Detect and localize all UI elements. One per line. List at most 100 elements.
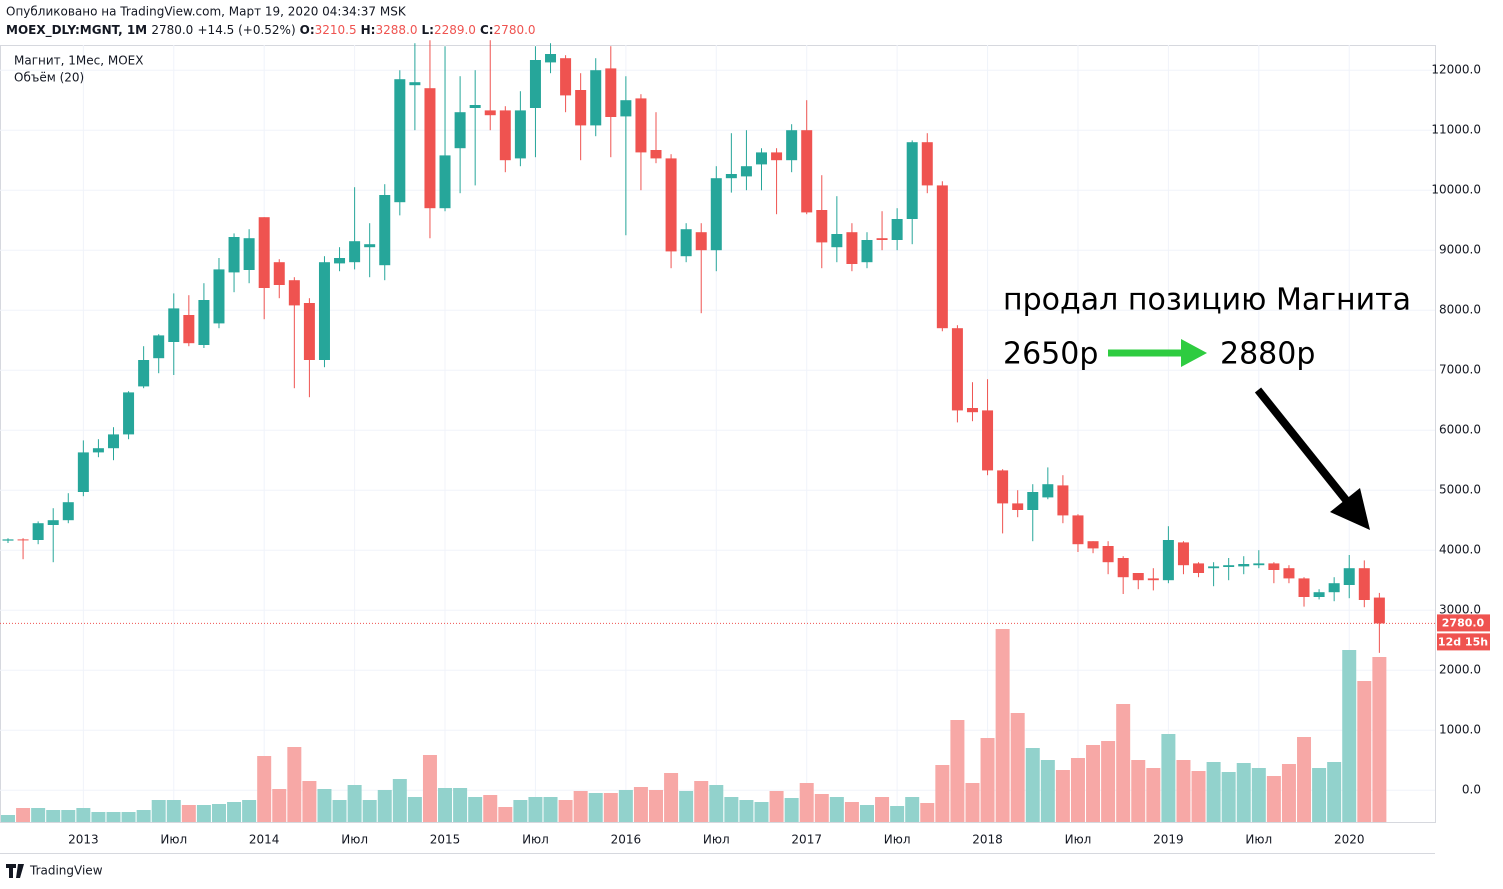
volume-bar: [709, 785, 724, 822]
y-tick-label: 6000.0: [1439, 423, 1481, 437]
volume-bar: [91, 812, 106, 822]
volume-bar: [1101, 741, 1116, 822]
candle-body: [756, 152, 767, 165]
candle-body: [936, 185, 948, 329]
footer: TradingView: [6, 864, 103, 878]
y-tick-label: 7000.0: [1439, 363, 1481, 377]
candle-body: [891, 219, 903, 240]
volume-bar: [302, 781, 317, 822]
volume-bar: [317, 789, 332, 822]
candle-body: [1313, 592, 1325, 597]
volume-bar: [905, 797, 920, 822]
x-tick-label: Июл: [1065, 833, 1092, 847]
x-tick-label: 2017: [791, 833, 822, 847]
x-tick-label: 2016: [611, 833, 642, 847]
volume-bar: [422, 755, 437, 822]
candle-body: [725, 174, 737, 179]
volume-bar: [377, 790, 392, 822]
volume-bar: [875, 797, 890, 822]
candle-body: [1208, 566, 1220, 569]
candle-body: [997, 470, 1009, 504]
candle-body: [1193, 563, 1205, 573]
x-tick-label: Июл: [341, 833, 368, 847]
volume-bar: [1297, 737, 1312, 822]
candle-body: [454, 112, 466, 149]
candle-body: [243, 238, 255, 270]
volume-bar: [136, 810, 151, 822]
volume-bar: [227, 802, 242, 822]
volume-bar: [1266, 776, 1281, 822]
candle-body: [816, 210, 828, 243]
x-tick-label: Июл: [522, 833, 549, 847]
volume-bar: [498, 807, 513, 822]
candle-body: [1373, 597, 1385, 624]
candle-body: [786, 130, 798, 161]
candle-body: [379, 195, 391, 266]
y-tick-label: 9000.0: [1439, 243, 1481, 257]
candle-body: [771, 152, 783, 161]
volume-bar: [754, 802, 769, 822]
candle-body: [107, 434, 119, 449]
volume-bar: [664, 773, 679, 822]
volume-bar: [649, 790, 664, 822]
x-tick-label: 2020: [1334, 833, 1365, 847]
symbol: MOEX_DLY:MGNT, 1M: [6, 23, 147, 38]
y-tick-label: 11000.0: [1431, 123, 1481, 137]
candle-body: [409, 82, 421, 86]
black-arrow: [1254, 387, 1370, 530]
volume-bar: [332, 800, 347, 822]
volume-bar: [920, 803, 935, 822]
candle-body: [951, 328, 963, 411]
y-tick-label: 10000.0: [1431, 183, 1481, 197]
volume-bar: [829, 797, 844, 822]
y-tick-label: 2000.0: [1439, 663, 1481, 677]
candle-body: [740, 166, 752, 177]
grid: [0, 45, 1435, 822]
volume-bar: [513, 800, 528, 822]
candle-body: [590, 70, 602, 126]
volume-bar: [392, 779, 407, 822]
volume: [1, 629, 1387, 822]
volume-bar: [1161, 734, 1176, 822]
candle-body: [529, 60, 541, 108]
volume-bar: [844, 802, 859, 822]
candle-body: [334, 258, 346, 264]
ohlc-label: H:: [361, 23, 376, 37]
candle-body: [499, 110, 511, 161]
volume-bar: [151, 800, 166, 822]
candle-body: [876, 238, 888, 240]
candle-body: [349, 241, 361, 263]
volume-bar: [1176, 760, 1191, 822]
candle-body: [1298, 578, 1310, 597]
candle-body: [906, 142, 918, 219]
y-tick-label: 8000.0: [1439, 303, 1481, 317]
candle-body: [228, 237, 240, 273]
annotation: 2880р: [1220, 337, 1315, 372]
candles: [2, 40, 1385, 653]
volume-bar: [1146, 768, 1161, 822]
candle-body: [153, 335, 165, 359]
x-tick-label: 2019: [1153, 833, 1184, 847]
candle-body: [77, 452, 89, 492]
volume-bar: [347, 785, 362, 822]
volume-bar: [1040, 760, 1055, 822]
volume-bar: [272, 789, 287, 822]
volume-bar: [468, 797, 483, 822]
candle-body: [861, 240, 873, 263]
volume-bar: [16, 808, 31, 822]
x-tick-label: 2015: [430, 833, 461, 847]
volume-bar: [935, 765, 950, 822]
candle-body: [1358, 568, 1370, 600]
price: 2780.0: [151, 23, 193, 37]
x-tick-label: Июл: [160, 833, 187, 847]
candle-body: [168, 308, 180, 342]
candle-body: [92, 448, 104, 453]
candle-body: [695, 232, 707, 251]
volume-bar: [724, 797, 739, 822]
timer-label: 12d 15h: [1438, 635, 1488, 648]
candle-body: [545, 54, 557, 63]
volume-bar: [1010, 713, 1025, 822]
candle-body: [846, 232, 858, 264]
legend-title: Магнит, 1Мес, MOEX: [14, 54, 143, 68]
candle-body: [213, 269, 225, 324]
